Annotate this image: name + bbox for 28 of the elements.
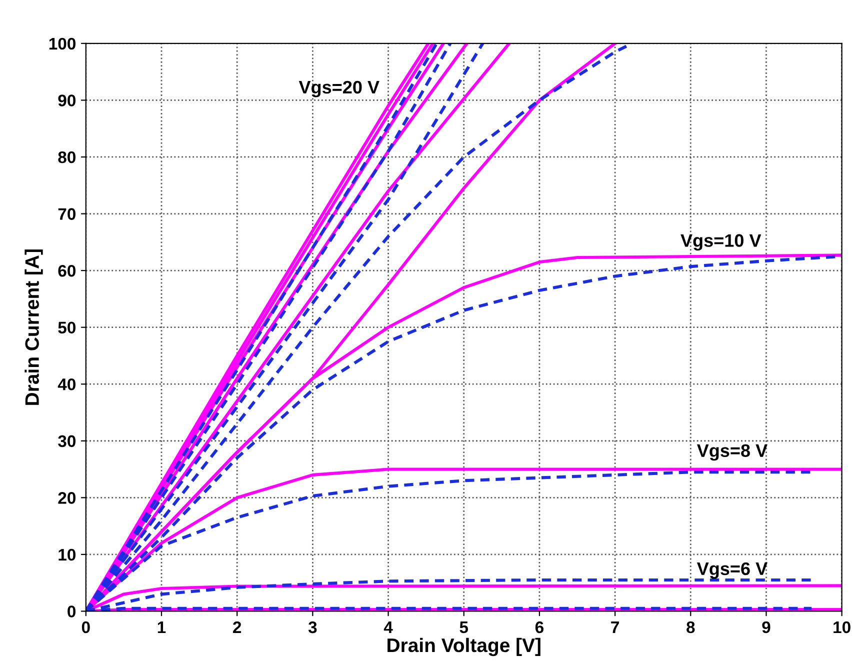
y-tick-label: 0: [68, 606, 76, 618]
x-axis-title: Drain Voltage [V]: [388, 638, 540, 656]
x-tick-label: 5: [460, 622, 468, 634]
x-tick-label: 3: [308, 621, 317, 634]
annotation: Vgs=6 V: [696, 562, 768, 579]
annotation: Vgs=10 V: [680, 234, 762, 251]
x-tick-label: 7: [611, 622, 619, 634]
y-tick-label: 20: [58, 492, 76, 504]
y-tick-label: 30: [58, 435, 76, 448]
y-axis-title: Drain Current [A]: [24, 250, 43, 405]
y-tick-label: 80: [58, 151, 76, 164]
x-tick-label: 9: [762, 621, 770, 634]
annotation: Vgs=20 V: [298, 80, 380, 98]
x-tick-label: 2: [233, 621, 242, 634]
annotation: Vgs=8 V: [696, 444, 768, 461]
x-tick-label: 4: [384, 622, 393, 634]
y-tick-label: 70: [58, 208, 76, 220]
x-tick-label: 6: [535, 621, 544, 634]
x-tick-label: 0: [82, 621, 90, 634]
y-tick-label: 10: [58, 548, 76, 561]
x-tick-label: 8: [686, 621, 695, 634]
x-tick-label: 1: [158, 622, 166, 634]
y-tick-label: 100: [49, 38, 76, 50]
y-tick-label: 50: [58, 322, 76, 334]
y-tick-label: 90: [58, 94, 76, 106]
x-tick-label: 10: [834, 621, 850, 634]
y-tick-label: 60: [58, 264, 76, 277]
y-tick-label: 40: [58, 378, 76, 390]
